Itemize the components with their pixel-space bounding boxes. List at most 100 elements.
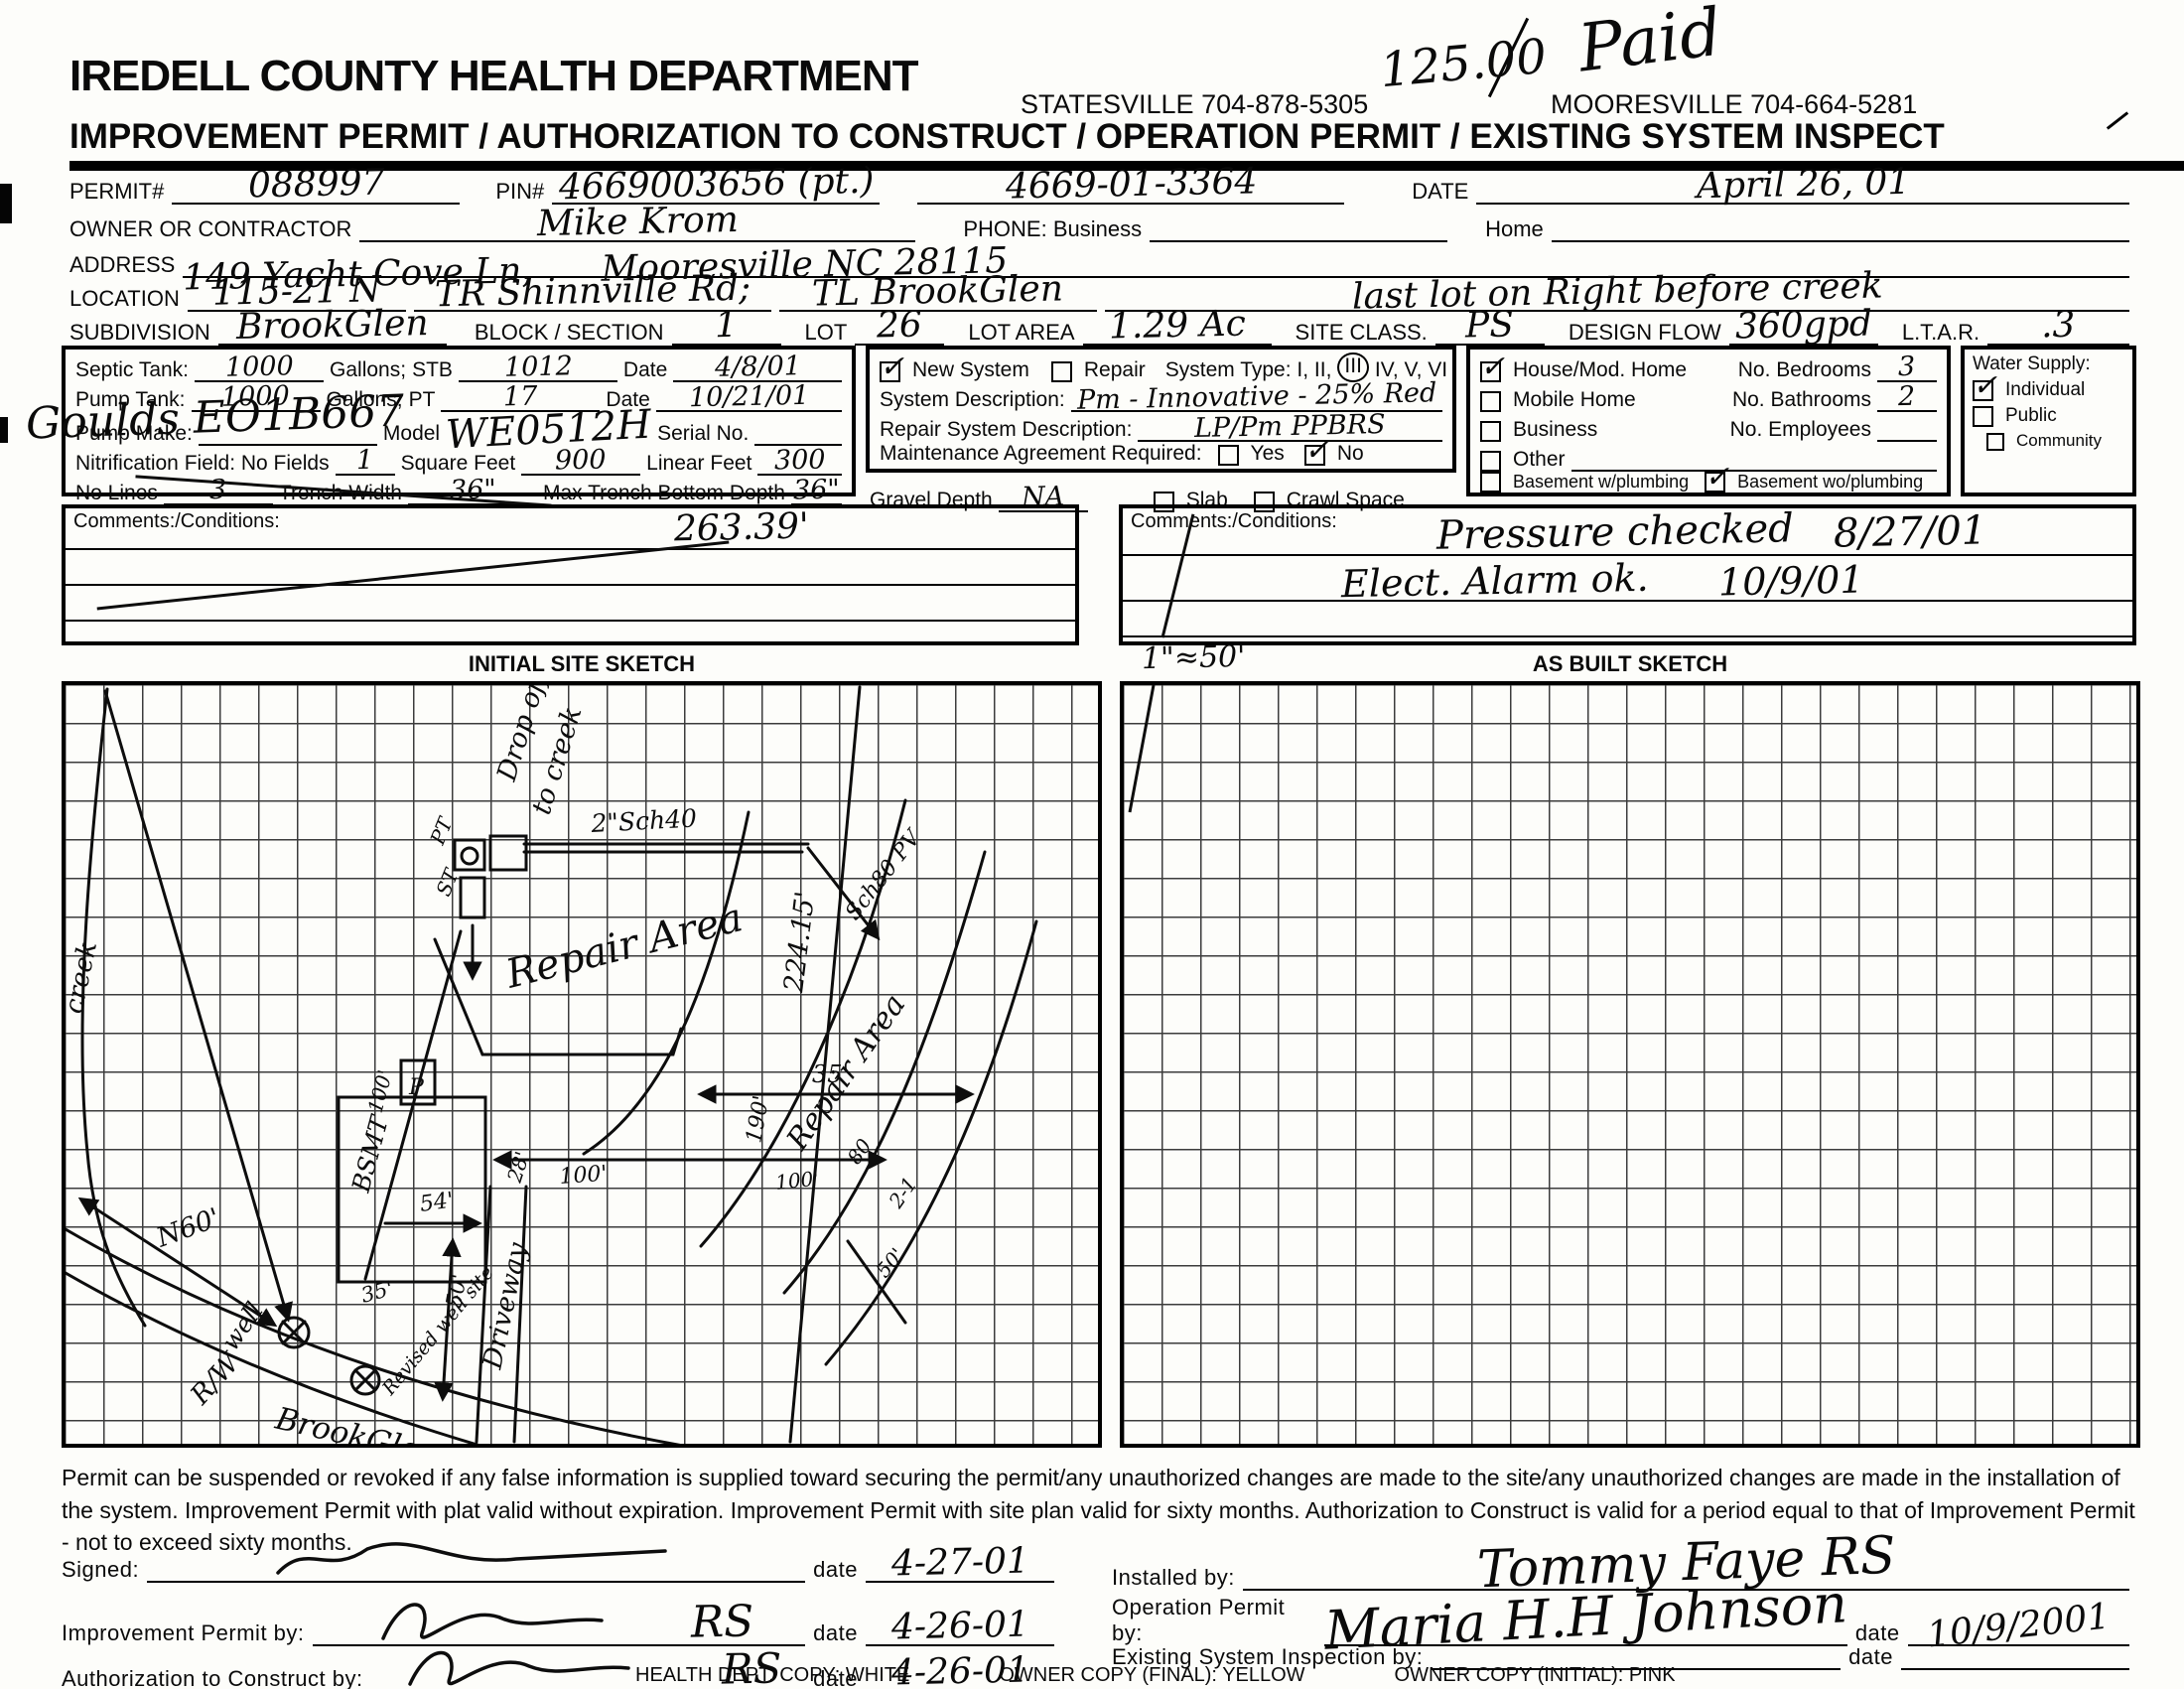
pump-make-handwritten: Goulds EO1B667 (25, 385, 406, 450)
installed-by-label: Installed by: (1112, 1565, 1235, 1590)
tank-riser-symbol (460, 846, 479, 866)
bedrooms-label: No. Bedrooms (1737, 358, 1871, 381)
contour-line (699, 798, 907, 1248)
square-feet-value: 900 (555, 444, 608, 477)
revised-well-cross (353, 1368, 377, 1392)
basement-w-plumbing-label: Basement w/plumbing (1513, 472, 1690, 492)
comments-left-label: Comments:/Conditions: (73, 510, 280, 532)
individual-checkbox (1973, 368, 1997, 403)
other-checkbox (1480, 451, 1501, 472)
as-built-sketch-label: AS BUILT SKETCH (1532, 651, 1728, 676)
signed-date-label: date (813, 1557, 858, 1582)
crawl-space-checkbox (1253, 492, 1275, 512)
date-label: DATE (1412, 179, 1469, 204)
location-label: LOCATION (69, 286, 180, 311)
operation-permit-label: Operation Permit by: (1112, 1595, 1286, 1645)
repair-desc-field: LP/Pm PPBRS (1138, 409, 1442, 444)
system-box: New System Repair System Type: I, II, II… (866, 346, 1456, 473)
basement-w-plumbing-checkbox (1480, 472, 1501, 493)
pt-field: 17 (441, 381, 601, 412)
pump-make-label: Pump Make: (75, 422, 193, 445)
location-field-1: 115-21 N (187, 269, 406, 314)
supply-pipe-drop (806, 846, 881, 941)
mooresville-phone: MOORESVILLE 704-664-5281 (1551, 89, 1918, 119)
dim-35a-label: 35' (812, 1060, 849, 1088)
lot-area-value: 1.29 Ac (1108, 303, 1246, 348)
improvement-date-field: 4-26-01 (866, 1605, 1054, 1647)
owner-field: Mike Krom (359, 199, 916, 245)
initial-site-sketch-grid: creek Drop off to creek PT ST 2"Sch40 Sc… (62, 681, 1102, 1448)
septic-tank-field: 1000 (195, 351, 325, 383)
well-symbol (277, 1316, 311, 1349)
square-feet-field: 900 (521, 444, 641, 477)
dim-line-n60 (77, 1196, 278, 1328)
comments-left-box: Comments:/Conditions: 263.39' (62, 504, 1079, 645)
copy-pink-label: OWNER COPY (INITIAL): PINK (1394, 1664, 1676, 1686)
subdivision-value: BrookGlen (235, 302, 430, 349)
no-lines-label: No Lines (75, 482, 158, 504)
trench-width-value: 36" (449, 474, 496, 506)
septic-date-value: 4/8/01 (714, 351, 801, 383)
mobile-home-checkbox (1480, 391, 1501, 412)
pump-tank-label: Pump Tank: (75, 388, 186, 411)
dim-190-label: 190' (742, 1093, 774, 1145)
house-outline (337, 1095, 487, 1284)
pump-make-field (198, 416, 377, 446)
contour-bracket (846, 1239, 907, 1325)
owner-label: OWNER OR CONTRACTOR (69, 216, 352, 241)
signed-signature (275, 1542, 667, 1575)
serial-field (754, 416, 842, 446)
porch-outline (399, 1058, 437, 1106)
maintenance-no-checkbox (1303, 433, 1329, 468)
revised-well-symbol (349, 1364, 381, 1396)
improvement-permit-label: Improvement Permit by: (62, 1620, 305, 1645)
existing-date-label: date (1848, 1644, 1893, 1669)
existing-inspection-label: Existing System Inspection by: (1112, 1644, 1424, 1669)
operation-permit-field: Maria H.H Johnson (1322, 1572, 1848, 1662)
signed-date-field: 4-27-01 (866, 1541, 1054, 1584)
water-supply-label: Water Supply: (1973, 353, 2091, 374)
legal-text: Permit can be suspended or revoked if an… (62, 1465, 2135, 1556)
improvement-permit-field: RS (312, 1591, 806, 1648)
other-field (1570, 442, 1937, 472)
pump-date-label: Date (606, 388, 650, 411)
system-type-suffix: IV, V, VI (1374, 358, 1448, 381)
pipe-label: 2"Sch40 (590, 803, 698, 838)
paid-word-handwritten: Paid (1573, 0, 1726, 87)
nitrification-label: Nitrification Field: No Fields (75, 452, 330, 475)
bsmt-label: BSMT (346, 1111, 395, 1196)
new-system-checkbox (880, 350, 904, 384)
business-checkbox (1480, 421, 1501, 442)
employees-field (1877, 412, 1937, 442)
dim-line-50 (434, 1237, 462, 1402)
gravel-field: NA (998, 482, 1088, 512)
contour-line (582, 810, 751, 1156)
property-line-stub (1128, 685, 1156, 813)
installed-by-field: Tommy Faye RS (1242, 1526, 2129, 1600)
system-column: New System Repair System Type: I, II, II… (866, 346, 1456, 512)
location-value-3: TL BrookGlen (811, 268, 1064, 315)
linear-feet-field: 300 (757, 444, 842, 477)
distribution-box-symbol (459, 876, 486, 919)
comments-right-line (1123, 602, 2132, 637)
design-flow-value: 360gpd (1734, 303, 1873, 348)
owner-value: Mike Krom (536, 199, 740, 245)
site-class-field: PS (1434, 304, 1545, 347)
lot-area-field: 1.29 Ac (1082, 303, 1272, 348)
improvement-date-label: date (813, 1620, 858, 1645)
block-field: 1 (671, 305, 781, 346)
bathrooms-value: 2 (1898, 380, 1916, 413)
date-field: April 26, 01 (1476, 162, 2129, 207)
dim-21-label: 2-1 (884, 1173, 922, 1213)
gallons-label-2: Gallons; (326, 388, 403, 411)
house-checkbox (1480, 350, 1505, 384)
address-label: ADDRESS (69, 252, 176, 277)
permit-value: 088997 (247, 162, 385, 207)
phone-home-label: Home (1485, 216, 1544, 241)
authorization-field: RS (371, 1640, 806, 1689)
public-label: Public (2005, 405, 2057, 426)
design-flow-label: DESIGN FLOW (1568, 320, 1721, 345)
system-desc-label: System Description: (880, 388, 1065, 411)
lot-area-label: LOT AREA (968, 320, 1075, 345)
